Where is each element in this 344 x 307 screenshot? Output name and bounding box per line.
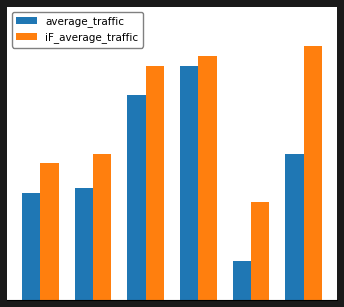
Bar [22,192,40,307]
Bar [93,154,111,307]
Bar [146,66,164,307]
Bar [251,202,269,307]
Bar [304,46,322,307]
Bar [233,261,251,307]
Bar [180,66,198,307]
Bar [40,163,59,307]
Bar [127,95,146,307]
Legend: average_traffic, iF_average_traffic: average_traffic, iF_average_traffic [12,12,143,48]
Bar [198,56,217,307]
Bar [285,154,304,307]
Bar [75,188,93,307]
